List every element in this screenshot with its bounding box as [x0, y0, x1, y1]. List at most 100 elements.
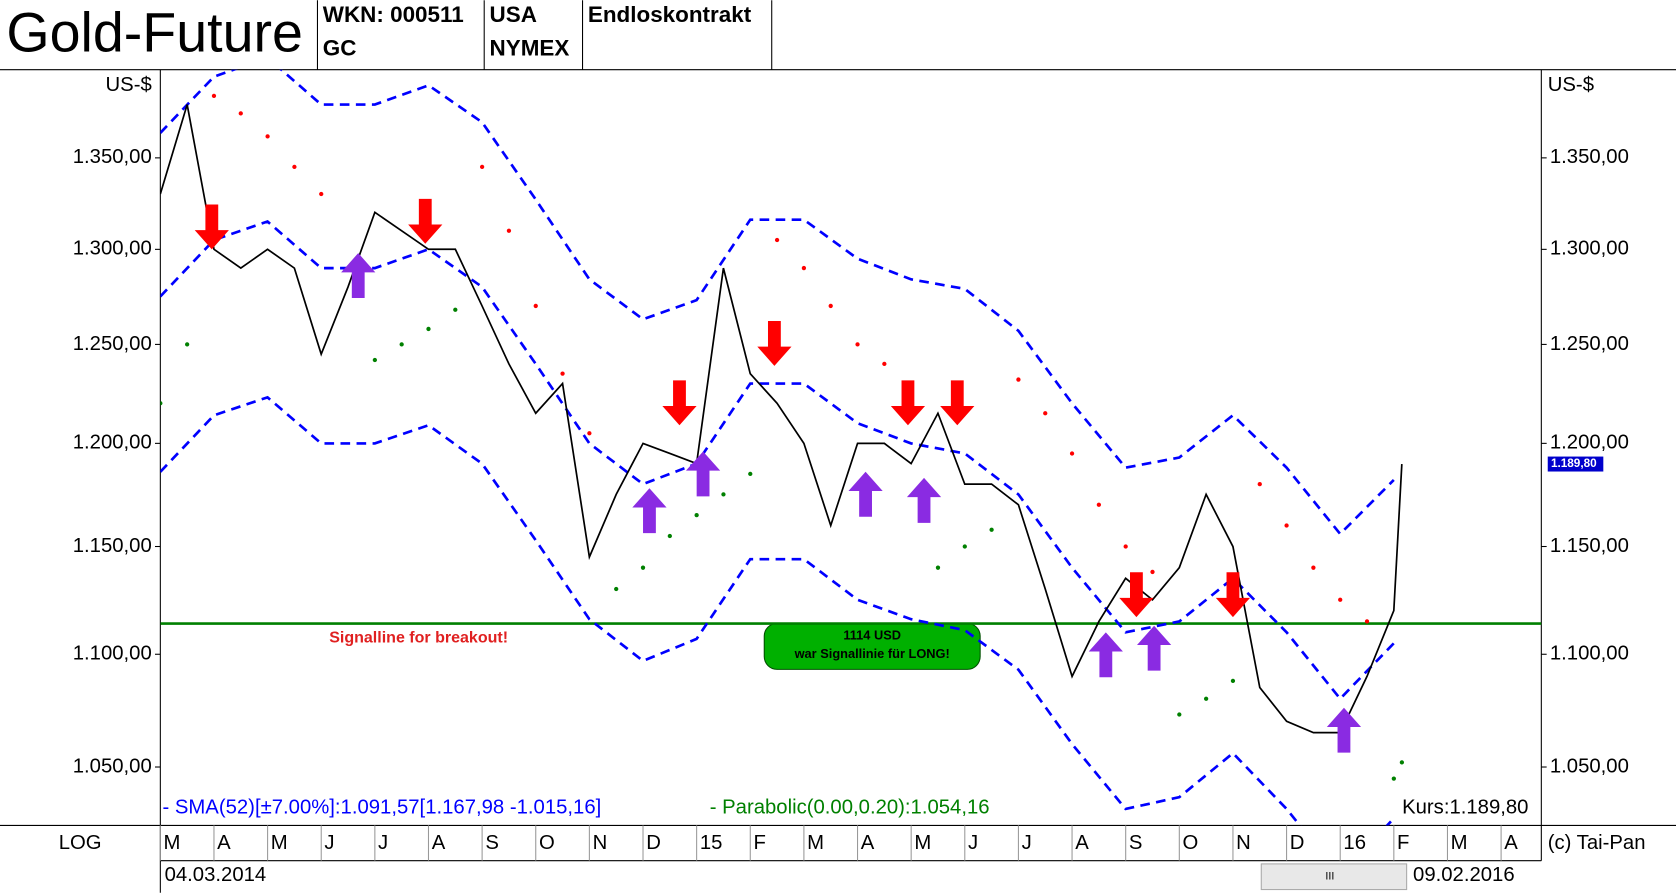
wkn: WKN: 000511 [323, 2, 464, 27]
parabolic-dot [211, 93, 217, 98]
sell-arrow [408, 198, 443, 244]
parabolic-dot [372, 357, 377, 363]
buy-arrow [1088, 632, 1123, 678]
buy-arrow [685, 451, 721, 497]
parabolic-dot [453, 307, 458, 312]
y-tick-label: 1.050,00 [1550, 755, 1629, 777]
y-tick-label: 1.050,00 [73, 755, 152, 777]
parabolic-dot [935, 565, 941, 570]
parabolic-dot [587, 431, 592, 436]
x-tick-label: O [539, 832, 555, 854]
x-tick-label: S [1129, 832, 1143, 854]
parabolic-dot [1043, 411, 1048, 416]
signal-line-label: Signalline for breakout! [329, 629, 508, 647]
x-tick-label: F [1397, 832, 1409, 854]
x-tick-label: J [378, 832, 388, 854]
y-tick-label: 1.200,00 [1550, 432, 1629, 454]
x-tick-label: J [968, 832, 978, 854]
x-tick-label: A [1504, 832, 1518, 854]
parabolic-dot [238, 111, 243, 116]
scale-label: LOG [59, 832, 102, 854]
sma-band [160, 69, 1395, 536]
x-tick-label: A [1075, 832, 1089, 854]
sell-arrow [940, 380, 975, 426]
chart-title: Gold-Future [6, 1, 303, 63]
x-tick-label: D [646, 832, 661, 854]
parabolic-dot [1016, 377, 1021, 382]
parabolic-dot [292, 164, 297, 170]
y-unit: US-$ [1548, 74, 1594, 96]
y-tick-label: 1.250,00 [1550, 333, 1629, 355]
sell-arrow [757, 320, 792, 366]
scrollbar[interactable] [1260, 863, 1408, 891]
annotation-line: war Signallinie für LONG! [794, 646, 950, 661]
x-tick-label: A [861, 832, 875, 854]
parabolic-dot [479, 164, 485, 170]
x-tick-label: J [324, 832, 334, 854]
plot-area [160, 69, 1542, 826]
sell-arrow [662, 380, 697, 426]
exchange: NYMEX [490, 35, 570, 60]
sma-band [160, 395, 1395, 826]
y-tick-label: 1.350,00 [73, 146, 152, 168]
buy-arrow [906, 477, 942, 523]
parabolic-dot [399, 342, 404, 347]
legend-price: Kurs:1.189,80 [1402, 797, 1528, 819]
parabolic-dot [506, 228, 512, 233]
y-tick-label: 1.300,00 [73, 238, 152, 260]
end-date: 09.02.2016 [1413, 864, 1515, 886]
y-tick-label: 1.100,00 [1550, 643, 1629, 665]
sell-arrow [1215, 572, 1251, 618]
parabolic-dot [319, 191, 324, 197]
parabolic-dot [1203, 696, 1209, 701]
parabolic-dot [774, 237, 780, 243]
parabolic-dot [426, 326, 431, 332]
sell-arrow [890, 380, 926, 426]
parabolic-dot [748, 471, 753, 476]
buy-arrow [848, 471, 883, 517]
parabolic-dot [1284, 523, 1289, 528]
parabolic-dot [1391, 776, 1396, 781]
y-tick-label: 1.350,00 [1550, 146, 1629, 168]
parabolic-dot [721, 492, 726, 497]
y-tick-label: 1.100,00 [73, 643, 152, 665]
buy-arrow [632, 488, 667, 534]
parabolic-dot [1069, 451, 1075, 456]
parabolic-dot [989, 527, 994, 532]
buy-arrow [341, 253, 376, 298]
contract: Endloskontrakt [588, 2, 752, 27]
x-tick-label: 16 [1343, 832, 1366, 854]
parabolic-dot [265, 134, 270, 139]
parabolic-dot [1311, 565, 1316, 570]
parabolic-dot [962, 544, 967, 549]
legend-parabolic: - Parabolic(0.00,0.20):1.054,16 [710, 797, 990, 819]
last-price-label: 1.189,80 [1551, 457, 1597, 470]
x-tick-label: M [271, 832, 288, 854]
x-tick-label: M [1451, 832, 1468, 854]
x-tick-label: M [914, 832, 931, 854]
parabolic-dot [560, 371, 565, 376]
parabolic-dot [1399, 760, 1405, 765]
buy-arrow [1137, 625, 1172, 671]
copyright: (c) Tai-Pan [1548, 832, 1646, 854]
last-price-box [1547, 456, 1604, 472]
parabolic-dot [855, 342, 860, 347]
x-tick-label: F [753, 832, 765, 854]
legend-sma: - SMA(52)[±7.00%]:1.091,57[1.167,98 -1.0… [162, 797, 601, 819]
x-tick-label: M [807, 832, 824, 854]
parabolic-dot [828, 303, 833, 309]
y-tick-label: 1.150,00 [1550, 535, 1629, 557]
parabolic-dot [640, 565, 646, 570]
scroll-grip: III [1325, 871, 1334, 883]
parabolic-dot [1096, 502, 1102, 507]
parabolic-dot [1257, 481, 1262, 487]
sell-arrow [194, 204, 229, 250]
parabolic-dot [533, 303, 538, 309]
sma-band [160, 219, 1395, 701]
price-line [160, 104, 1403, 734]
y-tick-label: 1.200,00 [73, 432, 152, 454]
symbol: GC [323, 35, 357, 60]
